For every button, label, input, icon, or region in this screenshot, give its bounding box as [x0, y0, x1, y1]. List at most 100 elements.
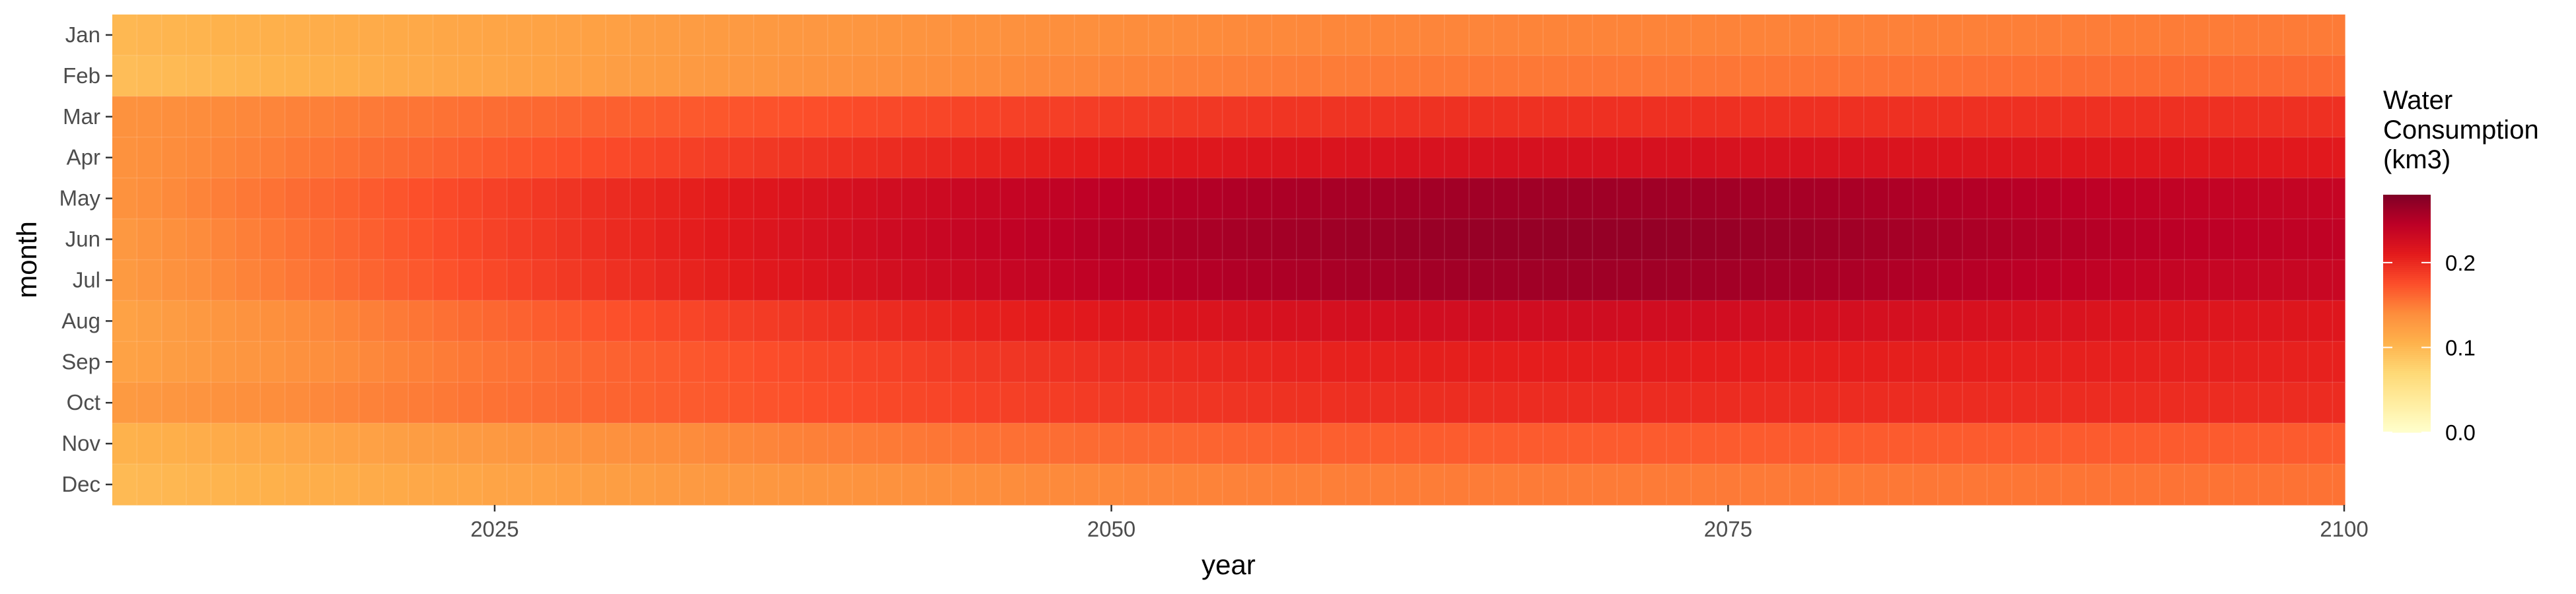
- heatmap-cell: [1321, 137, 1347, 179]
- colorbar-segment: [2383, 205, 2431, 207]
- heatmap-cell: [457, 300, 483, 342]
- colorbar-segment: [2383, 397, 2431, 399]
- heatmap-cell: [1913, 178, 1939, 220]
- heatmap-cell: [1987, 382, 2013, 424]
- heatmap-cell: [630, 382, 656, 424]
- heatmap-cell: [630, 341, 656, 383]
- heatmap-cell: [950, 341, 976, 383]
- colorbar-segment: [2383, 260, 2431, 263]
- heatmap-cell: [950, 423, 976, 465]
- heatmap-cell: [803, 423, 828, 465]
- heatmap-cell: [2307, 218, 2333, 261]
- heatmap-cell: [1271, 259, 1297, 302]
- heatmap-cell: [1345, 96, 1371, 138]
- heatmap-cell: [1124, 178, 1149, 220]
- heatmap-cell: [137, 137, 162, 179]
- heatmap-cell: [235, 137, 261, 179]
- heatmap-cell: [433, 464, 458, 506]
- heatmap-cell: [1518, 55, 1544, 97]
- heatmap-cell: [1666, 55, 1692, 97]
- colorbar-segment: [2383, 351, 2431, 354]
- heatmap-cell: [2184, 423, 2210, 465]
- heatmap-cell: [1419, 15, 1445, 56]
- heatmap-cell: [211, 15, 236, 56]
- x-tick-label: 2025: [470, 517, 519, 541]
- heatmap-cell: [1419, 218, 1445, 261]
- heatmap-cell: [1395, 464, 1421, 506]
- heatmap-cell: [112, 382, 137, 424]
- heatmap-cell: [186, 300, 211, 342]
- heatmap-cell: [1098, 96, 1124, 138]
- heatmap-cell: [902, 96, 927, 138]
- heatmap-cell: [1913, 300, 1939, 342]
- heatmap-cell: [1098, 464, 1124, 506]
- heatmap-cell: [1493, 341, 1519, 383]
- heatmap-cell: [950, 218, 976, 261]
- heatmap-cell: [1863, 259, 1889, 302]
- heatmap-cell: [507, 341, 532, 383]
- heatmap-cell: [803, 382, 828, 424]
- heatmap-cell: [950, 55, 976, 97]
- heatmap-cell: [531, 15, 557, 56]
- heatmap-cell: [2061, 96, 2087, 138]
- heatmap-cell: [2159, 55, 2185, 97]
- heatmap-cell: [2209, 423, 2235, 465]
- heatmap-cell: [1296, 15, 1322, 56]
- heatmap-cell: [433, 96, 458, 138]
- heatmap-cell: [729, 137, 754, 179]
- heatmap-cell: [704, 423, 730, 465]
- heatmap-cell: [1789, 382, 1815, 424]
- heatmap-cell: [1592, 96, 1618, 138]
- heatmap-cell: [778, 55, 804, 97]
- colorbar-segment: [2383, 284, 2431, 286]
- heatmap-cell: [1024, 300, 1050, 342]
- heatmap-cell: [1789, 300, 1815, 342]
- colorbar-segment: [2383, 248, 2431, 251]
- heatmap-cell: [852, 259, 878, 302]
- heatmap-cell: [976, 300, 1001, 342]
- heatmap-cell: [1419, 178, 1445, 220]
- colorbar-segment: [2383, 314, 2431, 316]
- colorbar-segment: [2383, 304, 2431, 306]
- heatmap-cell: [1567, 178, 1593, 220]
- colorbar-segment: [2383, 345, 2431, 348]
- heatmap-cell: [2011, 341, 2037, 383]
- colorbar-segment: [2383, 238, 2431, 241]
- heatmap-cell: [285, 178, 310, 220]
- colorbar-segment: [2383, 347, 2431, 350]
- heatmap-cell: [482, 15, 508, 56]
- heatmap-cell: [852, 382, 878, 424]
- heatmap-cell: [704, 341, 730, 383]
- heatmap-cell: [1740, 382, 1766, 424]
- heatmap-cell: [2332, 382, 2345, 424]
- heatmap-cell: [680, 259, 705, 302]
- heatmap-cell: [655, 96, 680, 138]
- heatmap-cell: [457, 464, 483, 506]
- colorbar-segment: [2383, 272, 2431, 275]
- heatmap-cell: [482, 178, 508, 220]
- heatmap-cell: [1839, 96, 1865, 138]
- colorbar-segment: [2383, 361, 2431, 364]
- heatmap-cell: [2085, 137, 2111, 179]
- heatmap-cell: [803, 300, 828, 342]
- heatmap-cell: [704, 464, 730, 506]
- heatmap-cell: [704, 178, 730, 220]
- heatmap-cell: [1050, 423, 1075, 465]
- heatmap-cell: [334, 259, 360, 302]
- colorbar-segment: [2383, 270, 2431, 273]
- colorbar-legend: Water Consumption (km3) 0.0 0.1 0.2: [2383, 86, 2539, 445]
- heatmap-cell: [1962, 137, 1988, 179]
- heatmap-cell: [2085, 464, 2111, 506]
- heatmap-cell: [2184, 382, 2210, 424]
- heatmap-cell: [976, 423, 1001, 465]
- heatmap-cell: [2283, 15, 2308, 56]
- heatmap-cell: [1050, 218, 1075, 261]
- grid-lines: [112, 15, 2345, 505]
- heatmap-cell: [605, 218, 631, 261]
- heatmap-cell: [1987, 300, 2013, 342]
- heatmap-cell: [1074, 382, 1100, 424]
- heatmap-cell: [877, 423, 902, 465]
- heatmap-cell: [309, 55, 335, 97]
- heatmap-cell: [2085, 382, 2111, 424]
- heatmap-cell: [2283, 178, 2308, 220]
